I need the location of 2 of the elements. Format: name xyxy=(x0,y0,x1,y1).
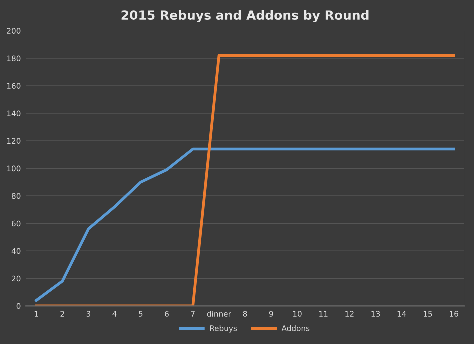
chart-title: 2015 Rebuys and Addons by Round xyxy=(122,10,369,23)
line-series xyxy=(35,148,456,302)
